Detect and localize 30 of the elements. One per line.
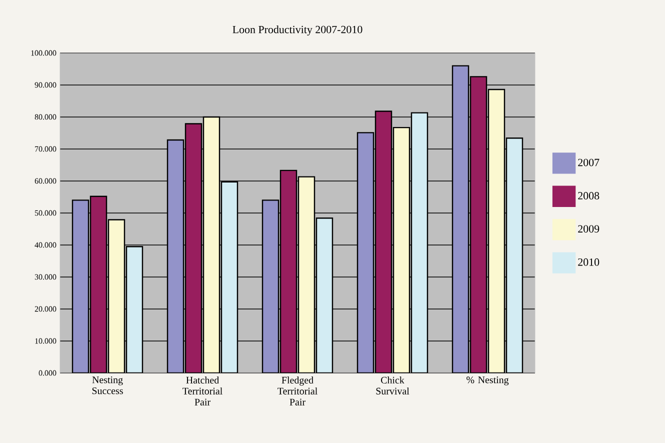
bar: [108, 219, 126, 373]
bar: [410, 112, 428, 373]
bar: [392, 126, 410, 373]
legend-label: 2008: [578, 192, 600, 200]
bar: [280, 170, 298, 373]
x-tick-label: Fledged Territorial Pair: [278, 376, 318, 406]
bar: [316, 218, 334, 373]
legend-label: 2007: [578, 158, 600, 166]
bar: [488, 88, 506, 373]
bar: [202, 116, 220, 373]
bar: [452, 65, 470, 373]
chart-title: Loon Productivity 2007-2010: [232, 26, 362, 36]
legend-label: 2009: [578, 225, 600, 233]
bar: [166, 139, 184, 373]
bar: [262, 200, 280, 373]
bar: [298, 176, 316, 373]
bar: [356, 132, 374, 373]
bar: [506, 138, 524, 373]
bar: [220, 181, 238, 373]
bar: [126, 246, 142, 373]
x-tick-label: Hatched Territorial Pair: [182, 376, 222, 406]
bar: [72, 200, 90, 373]
bar: [184, 123, 202, 373]
x-tick-label: Chick Survival: [376, 376, 410, 394]
bar: [470, 76, 488, 373]
bar: [374, 110, 392, 373]
x-tick-label: % Nesting: [466, 376, 509, 386]
x-tick-label: Nesting Success: [92, 376, 123, 394]
legend-label: 2010: [578, 258, 600, 266]
bar: [90, 196, 108, 373]
